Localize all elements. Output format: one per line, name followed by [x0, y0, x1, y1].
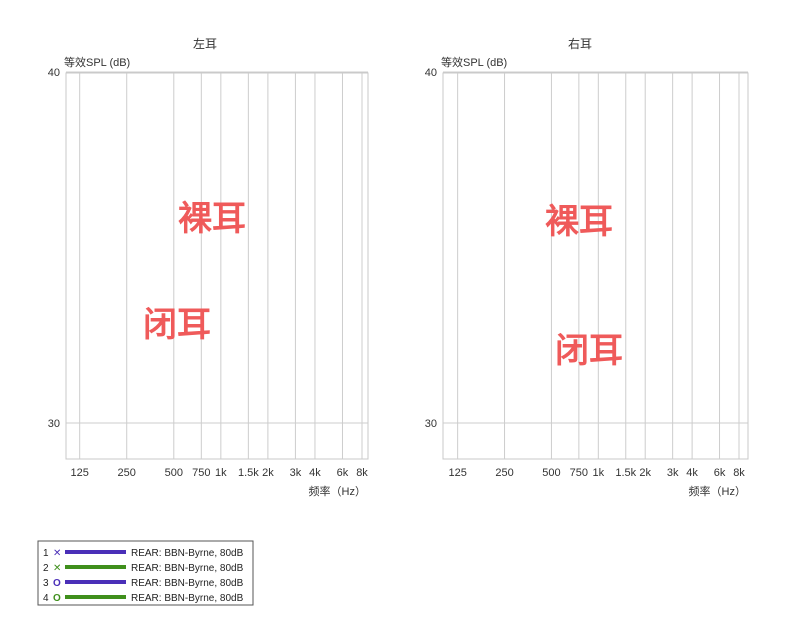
x-tick-label: 1k — [593, 467, 605, 479]
annotation-closed-ear: 闭耳 — [143, 305, 211, 345]
x-tick-label: 3k — [290, 467, 302, 479]
legend-marker: ✕ — [53, 563, 61, 574]
legend-marker: ✕ — [53, 548, 61, 559]
x-tick-label: 4k — [686, 467, 698, 479]
legend: 1 ✕ REAR: BBN-Byrne, 80dB 2 ✕ REAR: BBN-Byrne… — [37, 540, 254, 606]
x-tick-label: 250 — [495, 467, 513, 479]
x-tick-label: 2k — [639, 467, 651, 479]
annotation-bare-ear: 裸耳 — [545, 202, 613, 242]
x-tick-label: 6k — [337, 467, 349, 479]
legend-number: 3 — [43, 578, 49, 589]
x-axis-label: 频率（Hz） — [309, 484, 366, 498]
y-tick-label: 40 — [48, 67, 60, 79]
x-tick-label: 2k — [262, 467, 274, 479]
x-tick-label: 4k — [309, 467, 321, 479]
legend-label: REAR: BBN-Byrne, 80dB — [131, 593, 244, 604]
legend-label: REAR: BBN-Byrne, 80dB — [131, 563, 244, 574]
legend-marker: O — [53, 593, 61, 604]
x-tick-label: 250 — [118, 467, 136, 479]
legend-label: REAR: BBN-Byrne, 80dB — [131, 578, 244, 589]
x-tick-label: 6k — [714, 467, 726, 479]
x-tick-label: 8k — [356, 467, 368, 479]
annotation-closed-ear: 闭耳 — [555, 331, 623, 371]
legend-number: 1 — [43, 548, 49, 559]
x-tick-label: 125 — [448, 467, 466, 479]
x-tick-label: 125 — [70, 467, 88, 479]
chart-title: 右耳 — [568, 36, 592, 51]
legend-marker: O — [53, 578, 61, 589]
x-tick-label: 750 — [570, 467, 588, 479]
y-tick-label: 30 — [48, 418, 60, 430]
x-tick-label: 750 — [192, 467, 210, 479]
x-tick-label: 1k — [215, 467, 227, 479]
x-tick-label: 500 — [542, 467, 560, 479]
plot-frame — [442, 72, 749, 460]
y-tick-label: 40 — [425, 67, 437, 79]
legend-number: 4 — [43, 593, 49, 604]
y-axis-label: 等效SPL (dB) — [441, 55, 507, 69]
legend-number: 2 — [43, 563, 49, 574]
x-tick-label: 8k — [733, 467, 745, 479]
x-tick-label: 1.5k — [615, 467, 636, 479]
x-tick-label: 1.5k — [238, 467, 259, 479]
x-axis-label: 频率（Hz） — [689, 484, 746, 498]
annotation-bare-ear: 裸耳 — [178, 199, 246, 239]
plot-frame — [65, 72, 369, 460]
y-tick-label: 30 — [425, 418, 437, 430]
x-tick-label: 500 — [165, 467, 183, 479]
x-tick-label: 3k — [667, 467, 679, 479]
legend-label: REAR: BBN-Byrne, 80dB — [131, 548, 244, 559]
chart-title: 左耳 — [193, 36, 217, 51]
y-axis-label: 等效SPL (dB) — [64, 55, 130, 69]
